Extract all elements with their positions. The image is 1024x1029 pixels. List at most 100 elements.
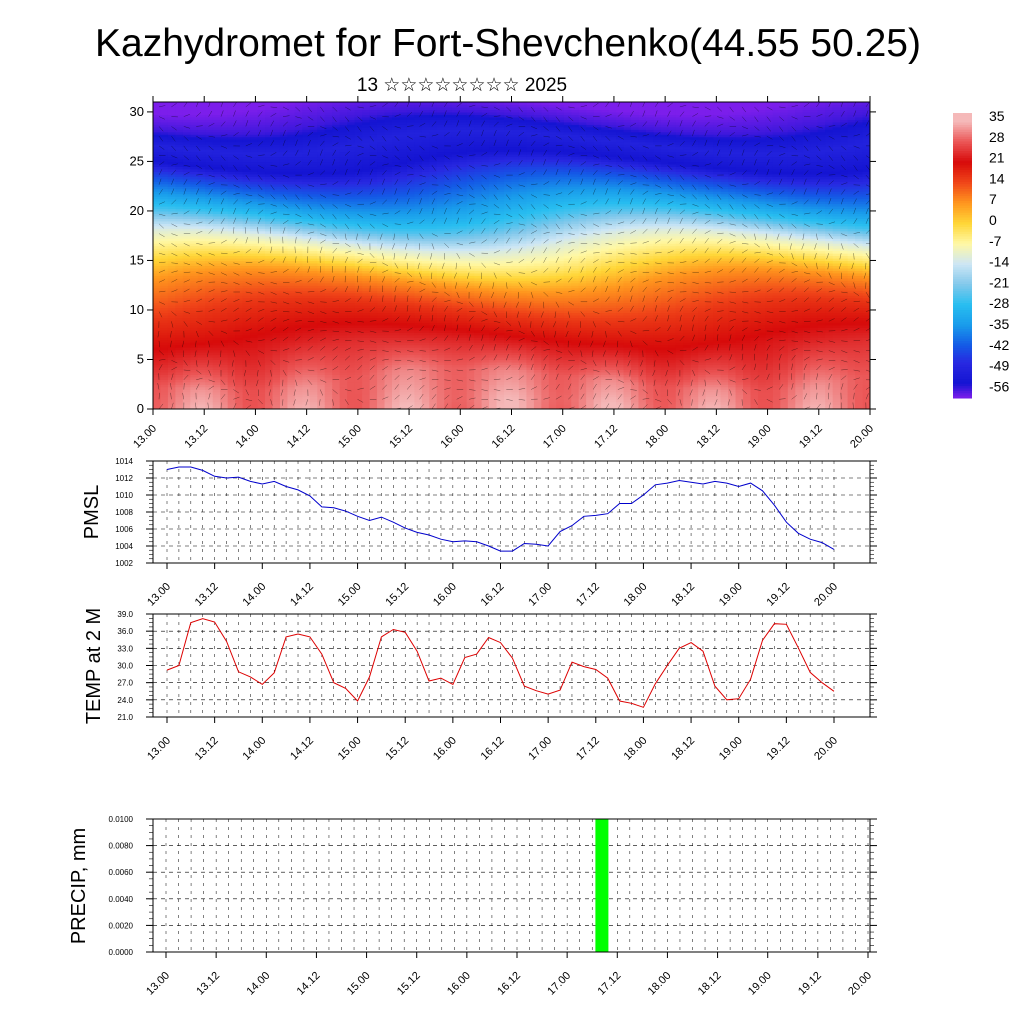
heatmap-cell bbox=[265, 156, 274, 160]
heatmap-cell bbox=[220, 275, 229, 279]
heatmap-cell bbox=[257, 124, 266, 128]
heatmap-cell bbox=[205, 275, 214, 279]
heatmap-cell bbox=[205, 163, 214, 167]
heatmap-cell bbox=[167, 136, 177, 140]
heatmap-cell bbox=[250, 173, 259, 177]
heatmap-cell bbox=[257, 297, 266, 301]
heatmap-cell bbox=[250, 126, 259, 130]
heatmap-cell bbox=[302, 153, 311, 158]
heatmap-cell bbox=[167, 163, 177, 167]
heatmap-cell bbox=[197, 171, 206, 175]
heatmap-cell bbox=[212, 124, 221, 128]
heatmap-cell bbox=[242, 305, 251, 309]
heatmap-cell bbox=[257, 156, 266, 160]
heatmap-cell bbox=[175, 230, 184, 234]
heatmap-cell bbox=[265, 262, 274, 267]
heatmap-cell bbox=[227, 287, 236, 291]
heatmap-cell bbox=[160, 168, 169, 172]
heatmap-cell bbox=[294, 235, 303, 239]
heatmap-cell bbox=[265, 188, 274, 192]
heatmap-cell bbox=[220, 396, 229, 400]
heatmap-cell bbox=[302, 163, 311, 167]
heatmap-cell bbox=[279, 210, 289, 215]
heatmap-cell bbox=[220, 250, 229, 254]
heatmap-cell bbox=[197, 391, 206, 395]
heatmap-cell bbox=[182, 312, 191, 316]
heatmap-cell bbox=[279, 205, 289, 210]
heatmap-cell bbox=[182, 265, 191, 269]
heatmap-cell bbox=[227, 297, 236, 301]
heatmap-cell bbox=[153, 218, 162, 222]
heatmap-cell bbox=[279, 156, 289, 160]
heatmap-cell bbox=[220, 339, 229, 343]
heatmap-cell bbox=[257, 228, 266, 232]
heatmap-cell bbox=[265, 357, 274, 361]
heatmap-cell bbox=[212, 106, 221, 111]
heatmap-cell bbox=[242, 312, 251, 316]
heatmap-cell bbox=[190, 183, 199, 187]
heatmap-cell bbox=[294, 240, 303, 244]
heatmap-cell bbox=[153, 146, 162, 150]
heatmap-cell bbox=[190, 359, 199, 363]
heatmap-cell bbox=[197, 119, 206, 123]
heatmap-cell bbox=[287, 173, 296, 177]
heatmap-cell bbox=[294, 141, 303, 145]
heatmap-cell bbox=[309, 243, 318, 247]
heatmap-cell bbox=[167, 238, 177, 242]
heatmap-cell bbox=[250, 309, 259, 314]
heatmap-cell bbox=[205, 243, 214, 247]
heatmap-cell bbox=[242, 357, 251, 361]
heatmap-cell bbox=[257, 371, 266, 375]
heatmap-cell bbox=[212, 280, 221, 284]
heatmap-cell bbox=[265, 153, 274, 158]
heatmap-cell bbox=[175, 305, 184, 309]
heatmap-cell bbox=[212, 327, 221, 331]
heatmap-cell bbox=[294, 406, 303, 409]
heatmap-cell bbox=[167, 114, 177, 118]
heatmap-cell bbox=[205, 272, 214, 276]
heatmap-cell bbox=[250, 243, 259, 247]
heatmap-cell bbox=[250, 153, 259, 158]
heatmap-cell bbox=[167, 210, 177, 215]
heatmap-cell bbox=[190, 131, 199, 135]
heatmap-cell bbox=[287, 337, 296, 341]
heatmap-cell bbox=[235, 327, 244, 331]
heatmap-cell bbox=[235, 191, 244, 195]
heatmap-cell bbox=[242, 374, 251, 378]
heatmap-cell bbox=[153, 396, 162, 400]
heatmap-cell bbox=[235, 248, 244, 252]
heatmap-cell bbox=[175, 215, 184, 219]
heatmap-cell bbox=[272, 243, 281, 247]
heatmap-cell bbox=[235, 183, 244, 187]
heatmap-cell bbox=[167, 327, 177, 331]
heatmap-cell bbox=[242, 369, 251, 373]
heatmap-cell bbox=[212, 379, 221, 383]
heatmap-cell bbox=[153, 136, 162, 140]
heatmap-cell bbox=[287, 245, 296, 249]
heatmap-cell bbox=[197, 369, 206, 373]
heatmap-cell bbox=[160, 129, 169, 133]
heatmap-cell bbox=[182, 168, 191, 172]
heatmap-cell bbox=[190, 344, 199, 348]
heatmap-cell bbox=[250, 228, 259, 232]
heatmap-cell bbox=[175, 285, 184, 289]
heatmap-cell bbox=[294, 317, 303, 321]
heatmap-cell bbox=[190, 186, 199, 190]
heatmap-cell bbox=[242, 267, 251, 271]
heatmap-cell bbox=[287, 203, 296, 207]
heatmap-cell bbox=[182, 399, 191, 403]
heatmap-cell bbox=[167, 126, 177, 130]
heatmap-cell bbox=[160, 267, 169, 271]
heatmap-cell bbox=[182, 366, 191, 370]
heatmap-cell bbox=[242, 168, 251, 172]
heatmap-cell bbox=[302, 379, 311, 383]
heatmap-cell bbox=[227, 366, 236, 370]
heatmap-cell bbox=[190, 396, 199, 400]
heatmap-cell bbox=[190, 381, 199, 385]
heatmap-cell bbox=[309, 329, 318, 333]
heatmap-cell bbox=[250, 233, 259, 237]
heatmap-cell bbox=[287, 210, 296, 215]
heatmap-cell bbox=[205, 257, 214, 262]
heatmap-cell bbox=[212, 173, 221, 177]
heatmap-cell bbox=[294, 116, 303, 120]
